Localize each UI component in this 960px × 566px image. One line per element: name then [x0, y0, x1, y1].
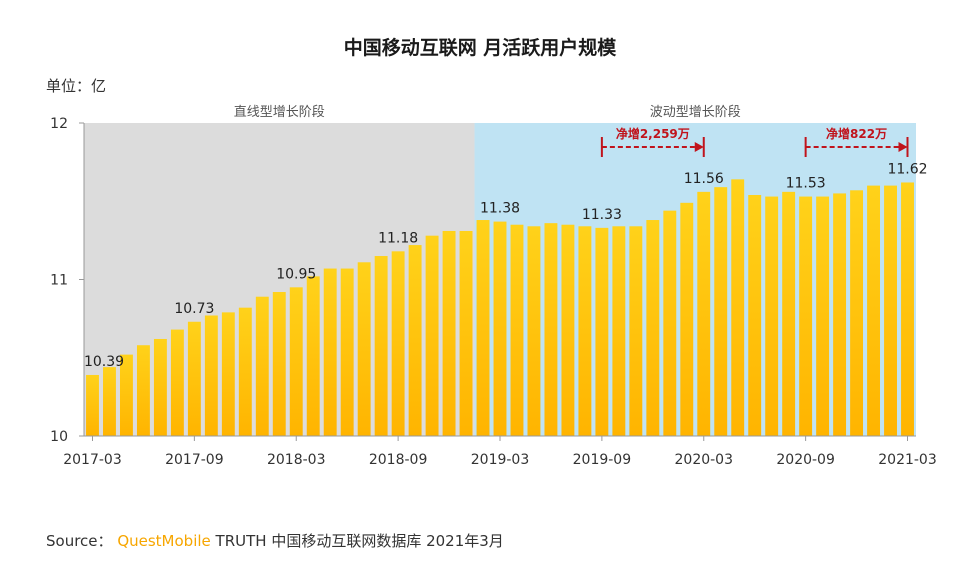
- source-note: Source： QuestMobile TRUTH 中国移动互联网数据库 202…: [46, 530, 504, 551]
- bar-2020-09: [799, 196, 813, 436]
- bar-2020-03: [697, 191, 711, 436]
- bar-2018-04: [306, 276, 320, 436]
- bar-2017-07: [153, 338, 167, 436]
- x-tick-label-2018-03: 2018-03: [267, 452, 326, 468]
- bar-2018-05: [323, 268, 337, 436]
- annotation-1-label: 净增2,259万: [616, 126, 690, 141]
- bar-2018-10: [408, 245, 422, 436]
- chart-title: 中国移动互联网 月活跃用户规模: [344, 36, 618, 59]
- annotations: 净增2,259万 净增822万: [600, 126, 909, 157]
- x-tick-label-2020-09: 2020-09: [776, 452, 835, 468]
- bar-2020-05: [731, 179, 745, 436]
- bar-2020-06: [748, 194, 762, 436]
- data-label-2020-09: 11.53: [786, 176, 826, 192]
- y-tick-label-11: 11: [50, 273, 68, 289]
- phase-label-1: 直线型增长阶段: [234, 105, 325, 120]
- x-tick-label-2017-09: 2017-09: [165, 452, 224, 468]
- bar-2017-12: [238, 307, 252, 436]
- bar-2020-02: [680, 202, 694, 436]
- bar-2019-09: [595, 227, 609, 436]
- x-tick-label-2020-03: 2020-03: [675, 452, 734, 468]
- phase-label-2: 波动型增长阶段: [650, 105, 741, 120]
- bar-2020-08: [782, 191, 796, 436]
- bar-2017-09: [187, 321, 201, 436]
- x-tick-label-2017-03: 2017-03: [63, 452, 122, 468]
- bar-2019-02: [476, 220, 490, 436]
- x-tick-label-2018-09: 2018-09: [369, 452, 428, 468]
- annotation-2-label: 净增822万: [826, 126, 887, 141]
- bar-2019-04: [510, 224, 524, 436]
- bar-2020-12: [850, 190, 864, 436]
- bar-2019-01: [459, 230, 473, 436]
- bar-2018-06: [340, 268, 354, 436]
- bar-2018-11: [425, 235, 439, 436]
- bar-2018-03: [289, 287, 303, 436]
- axes: 10 11 12 2017-03 2017-09 2018-03 2018-09 2019-0…: [50, 116, 937, 468]
- bar-2019-06: [544, 223, 558, 436]
- data-label-2021-03: 11.62: [887, 161, 927, 177]
- source-prefix: Source：: [46, 532, 113, 550]
- data-label-2018-03: 10.95: [276, 266, 316, 282]
- bar-2019-05: [527, 226, 541, 436]
- bar-2019-12: [646, 220, 660, 436]
- source-text: TRUTH 中国移动互联网数据库 2021年3月: [215, 532, 504, 550]
- bar-2019-11: [629, 226, 643, 436]
- y-tick-label-10: 10: [50, 429, 68, 445]
- bar-2017-04: [103, 367, 116, 436]
- bar-2019-07: [561, 224, 575, 436]
- bar-2021-01: [867, 185, 881, 436]
- bar-2017-05: [119, 354, 133, 436]
- bar-2020-11: [833, 193, 847, 436]
- data-label-2018-09: 11.18: [378, 230, 418, 246]
- bar-2018-08: [374, 256, 388, 436]
- source-brand: QuestMobile: [117, 532, 211, 550]
- x-tick-label-2019-03: 2019-03: [471, 452, 530, 468]
- bar-2020-10: [816, 196, 830, 436]
- bar-2018-01: [255, 296, 269, 436]
- data-label-2020-03: 11.56: [684, 171, 724, 187]
- annotation-2-arrowhead: [898, 142, 908, 152]
- x-tick-label-2021-03: 2021-03: [878, 452, 937, 468]
- bar-2017-03: [86, 374, 99, 436]
- bar-2021-02: [884, 185, 897, 436]
- unit-label: 单位：亿: [46, 77, 106, 95]
- bar-2019-10: [612, 226, 626, 436]
- data-label-2017-03: 10.39: [84, 354, 124, 370]
- bars: [86, 179, 914, 436]
- bar-2017-08: [170, 329, 184, 436]
- data-label-2019-03: 11.38: [480, 201, 520, 217]
- bar-2020-07: [765, 196, 779, 436]
- annotation-1-arrowhead: [694, 142, 704, 152]
- data-label-2017-09: 10.73: [174, 301, 214, 317]
- bar-2017-06: [136, 345, 150, 436]
- x-tick-label-2019-09: 2019-09: [573, 452, 632, 468]
- bar-2021-03: [901, 182, 914, 436]
- bar-2020-04: [714, 187, 728, 436]
- data-label-2019-09: 11.33: [582, 207, 622, 223]
- bar-2018-09: [391, 251, 405, 436]
- bar-2019-03: [493, 221, 507, 436]
- bar-2018-07: [357, 262, 371, 436]
- bar-2017-10: [204, 315, 218, 436]
- data-labels: 10.39 10.73 10.95 11.18 11.38 11.33 11.56 11.53…: [84, 161, 928, 369]
- y-tick-label-12: 12: [50, 116, 68, 132]
- bar-2018-02: [272, 292, 286, 436]
- bar-2020-01: [663, 210, 677, 436]
- bar-2017-11: [221, 312, 235, 436]
- bar-2019-08: [578, 226, 592, 436]
- bar-2018-12: [442, 230, 456, 436]
